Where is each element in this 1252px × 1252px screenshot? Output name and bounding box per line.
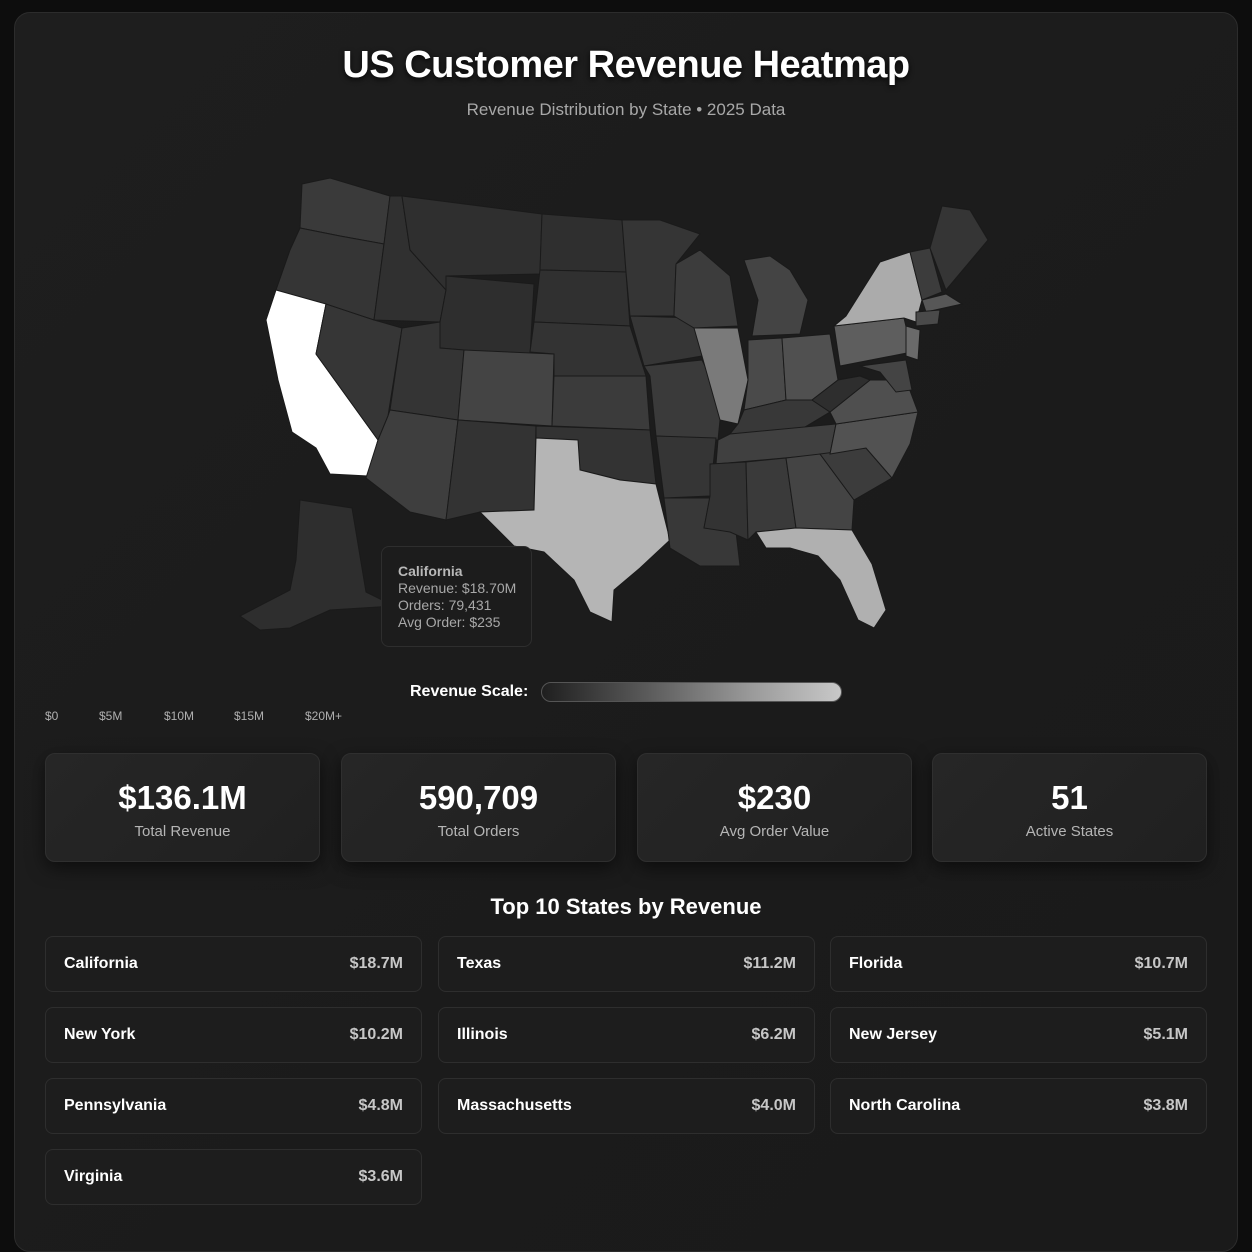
stat-value: $136.1M: [118, 779, 247, 816]
top-state-item[interactable]: North Carolina $3.8M: [830, 1078, 1207, 1134]
revenue-scale-label: Revenue Scale:: [410, 683, 529, 700]
top-state-item[interactable]: Texas $11.2M: [438, 936, 815, 992]
state-new-jersey[interactable]: [905, 325, 921, 361]
state-florida[interactable]: [755, 527, 887, 629]
top-state-revenue: $3.6M: [358, 1168, 403, 1185]
state-new-york[interactable]: [832, 251, 923, 327]
top-state-name: North Carolina: [849, 1097, 961, 1114]
state-west-virginia[interactable]: [811, 375, 871, 413]
scale-tick: $20M+: [305, 709, 343, 723]
stat-label: Total Revenue: [134, 823, 231, 840]
tooltip-orders: Orders: 79,431: [398, 597, 492, 613]
top-state-item[interactable]: Illinois $6.2M: [438, 1007, 815, 1063]
scale-tick: $10M: [164, 709, 195, 723]
stat-value: $230: [737, 779, 812, 816]
page-subtitle: Revenue Distribution by State • 2025 Dat…: [466, 100, 786, 119]
state-wisconsin[interactable]: [673, 249, 739, 329]
stat-card-active-states: 51 Active States: [932, 753, 1207, 862]
stat-label: Avg Order Value: [719, 823, 830, 840]
tooltip-state-name: California: [398, 563, 463, 579]
state-north-dakota[interactable]: [539, 213, 627, 273]
top-state-revenue: $10.2M: [349, 1026, 403, 1043]
stat-label: Active States: [1025, 823, 1114, 840]
state-indiana[interactable]: [743, 337, 787, 411]
top-state-name: Texas: [457, 955, 502, 972]
top-state-revenue: $4.8M: [358, 1097, 403, 1114]
state-pennsylvania[interactable]: [833, 317, 913, 367]
stat-value: 51: [1051, 779, 1088, 816]
state-south-dakota[interactable]: [533, 269, 631, 327]
top-state-name: Illinois: [457, 1026, 508, 1043]
top-state-name: Pennsylvania: [64, 1097, 167, 1114]
state-texas[interactable]: [478, 437, 671, 623]
state-arkansas[interactable]: [655, 435, 717, 499]
state-michigan[interactable]: [743, 255, 809, 337]
top-state-item[interactable]: Virginia $3.6M: [45, 1149, 422, 1205]
state-georgia[interactable]: [785, 453, 855, 531]
state-kansas[interactable]: [551, 375, 651, 431]
top-state-revenue: $4.0M: [751, 1097, 796, 1114]
stat-value: 590,709: [418, 779, 539, 816]
top-state-item[interactable]: Pennsylvania $4.8M: [45, 1078, 422, 1134]
us-revenue-map: [239, 177, 989, 631]
top-state-name: New Jersey: [849, 1026, 938, 1043]
state-vermont-nh[interactable]: [909, 247, 943, 301]
top-state-revenue: $10.7M: [1134, 955, 1188, 972]
tooltip-revenue: Revenue: $18.70M: [398, 580, 517, 596]
state-mississippi[interactable]: [703, 461, 749, 541]
page-title: US Customer Revenue Heatmap: [342, 44, 910, 86]
state-tooltip: California Revenue: $18.70M Orders: 79,4…: [381, 546, 532, 647]
top-state-revenue: $6.2M: [751, 1026, 796, 1043]
top-state-item[interactable]: New York $10.2M: [45, 1007, 422, 1063]
top-state-revenue: $5.1M: [1143, 1026, 1188, 1043]
scale-tick: $0: [45, 709, 59, 723]
stat-card-avg-order-value: $230 Avg Order Value: [637, 753, 912, 862]
top-state-revenue: $11.2M: [743, 955, 796, 972]
top-state-item[interactable]: New Jersey $5.1M: [830, 1007, 1207, 1063]
top-state-name: Virginia: [64, 1168, 123, 1185]
stat-card-total-revenue: $136.1M Total Revenue: [45, 753, 320, 862]
stat-card-total-orders: 590,709 Total Orders: [341, 753, 616, 862]
scale-tick: $15M: [234, 709, 265, 723]
top-state-revenue: $18.7M: [349, 955, 403, 972]
top-state-item[interactable]: California $18.7M: [45, 936, 422, 992]
state-alaska[interactable]: [239, 499, 396, 631]
scale-tick: $5M: [99, 709, 123, 723]
top-state-item[interactable]: Florida $10.7M: [830, 936, 1207, 992]
top-states-title: Top 10 States by Revenue: [490, 894, 762, 919]
state-maine[interactable]: [929, 205, 989, 291]
tooltip-avg-order: Avg Order: $235: [398, 614, 501, 630]
state-wyoming[interactable]: [439, 275, 535, 357]
state-maryland[interactable]: [859, 359, 913, 393]
state-connecticut[interactable]: [915, 309, 941, 327]
revenue-scale-bar: [541, 682, 842, 702]
stat-label: Total Orders: [437, 823, 520, 840]
state-new-mexico[interactable]: [445, 419, 537, 521]
top-state-item[interactable]: Massachusetts $4.0M: [438, 1078, 815, 1134]
top-state-name: Florida: [849, 955, 903, 972]
top-state-revenue: $3.8M: [1143, 1097, 1188, 1114]
top-state-name: California: [64, 955, 138, 972]
top-state-name: New York: [64, 1026, 136, 1043]
state-massachusetts[interactable]: [921, 293, 964, 313]
state-colorado[interactable]: [457, 349, 555, 427]
top-state-name: Massachusetts: [457, 1097, 572, 1114]
